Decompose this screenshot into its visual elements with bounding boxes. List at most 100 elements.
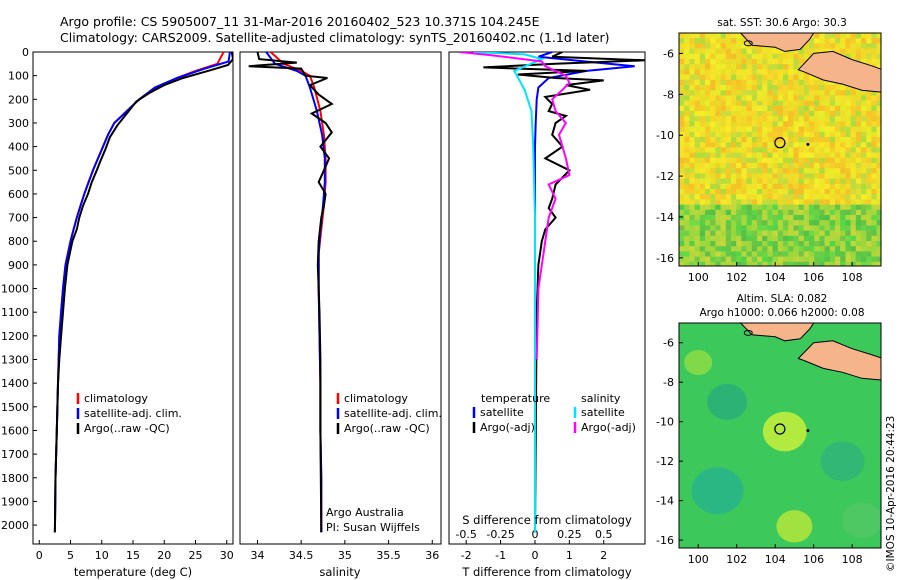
sla-blob	[820, 441, 865, 481]
sst-cell	[710, 241, 716, 247]
sst-cell	[710, 33, 716, 39]
sst-cell	[736, 48, 742, 55]
sst-cell	[699, 53, 706, 60]
sst-cell	[850, 256, 857, 263]
sst-cell	[845, 183, 851, 190]
sst-cell	[736, 100, 742, 107]
difference-panel: -2 -1 0 1 2 -0.5 -0.25 0 0.25 0.5 T difference f…	[448, 51, 646, 579]
sst-cell	[855, 142, 862, 148]
sst-cell	[731, 163, 737, 169]
sst-cell	[803, 95, 810, 101]
sst-cell	[876, 199, 881, 205]
sst-cell	[767, 90, 773, 96]
sst-cell	[767, 64, 773, 70]
sst-cell	[767, 100, 773, 107]
sst-cell	[741, 230, 747, 237]
sst-cell	[720, 100, 727, 107]
sst-cell	[783, 126, 789, 133]
sst-cell	[715, 95, 721, 101]
sst-cell	[689, 147, 695, 153]
sst-cell	[741, 261, 747, 266]
sst-cell	[829, 230, 836, 237]
sst-cell	[803, 225, 810, 231]
sst-cell	[824, 261, 831, 266]
sst-cell	[819, 215, 825, 221]
sst-cell	[824, 33, 831, 39]
sst-cell	[840, 142, 846, 148]
sst-cell	[876, 53, 881, 60]
sst-cell	[803, 85, 810, 91]
sst-cell	[757, 53, 763, 60]
sst-cell	[793, 220, 799, 226]
sst-cell	[757, 241, 763, 247]
sst-cell	[798, 209, 805, 216]
sst-cell	[871, 90, 877, 96]
sst-cell	[783, 79, 789, 86]
sst-cell	[741, 215, 747, 221]
sla-map-panel: Altim. SLA: 0.082 Argo h1000: 0.066 h200…	[656, 293, 882, 566]
sst-cell	[845, 126, 851, 133]
sst-cell	[736, 38, 742, 44]
sst-cell	[736, 116, 742, 122]
sst-cell	[855, 261, 862, 266]
sst-cell	[725, 215, 732, 221]
sst-cell	[720, 90, 727, 96]
sst-cell	[788, 111, 794, 117]
sst-cell	[803, 147, 810, 153]
sst-cell	[829, 209, 836, 216]
sst-cell	[725, 116, 732, 122]
sst-cell	[751, 105, 758, 112]
sst-cell	[710, 178, 716, 185]
sst-cell	[840, 241, 846, 247]
sst-cell	[694, 53, 701, 60]
sst-cell	[694, 220, 701, 226]
sst-cell	[829, 147, 836, 153]
sst-cell	[855, 215, 862, 221]
sst-cell	[850, 152, 857, 159]
sst-cell	[777, 59, 784, 65]
sst-cell	[803, 163, 810, 169]
sst-cell	[783, 152, 789, 159]
sst-cell	[855, 173, 862, 179]
sst-cell	[783, 163, 789, 169]
sst-cell	[777, 121, 784, 127]
sst-cell	[809, 163, 815, 169]
sst-cell	[824, 85, 831, 91]
sst-cell	[699, 69, 706, 75]
sst-cell	[793, 100, 799, 107]
sst-cell	[705, 79, 711, 86]
sst-cell	[783, 69, 789, 75]
sst-cell	[731, 137, 737, 143]
sst-cell	[725, 152, 732, 159]
sst-cell	[715, 100, 721, 107]
sst-cell	[772, 251, 779, 257]
sst-cell	[699, 241, 706, 247]
sst-cell	[850, 100, 857, 107]
sst-cell	[824, 157, 831, 164]
sst-cell	[705, 33, 711, 39]
sst-cell	[694, 69, 701, 75]
sst-cell	[684, 74, 690, 81]
sst-cell	[803, 116, 810, 122]
sst-cell	[720, 137, 727, 143]
sst-cell	[783, 199, 789, 205]
sst-cell	[684, 137, 690, 143]
sst-cell	[798, 85, 805, 91]
sst-cell	[876, 59, 881, 65]
sst-cell	[850, 53, 857, 60]
sst-cell	[767, 225, 773, 231]
top-tick-label: 0	[531, 528, 538, 541]
sst-cell	[731, 53, 737, 60]
sst-cell	[710, 142, 716, 148]
sst-cell	[788, 189, 794, 195]
sst-cell	[710, 64, 716, 70]
sst-cell	[736, 85, 742, 91]
sst-cell	[855, 105, 862, 112]
sst-cell	[819, 131, 825, 138]
sla-blob	[691, 467, 744, 515]
sla-blob	[841, 502, 881, 539]
sst-cell	[736, 261, 742, 266]
sst-cell	[850, 116, 857, 122]
sst-cell	[699, 142, 706, 148]
sst-cell	[871, 204, 877, 211]
